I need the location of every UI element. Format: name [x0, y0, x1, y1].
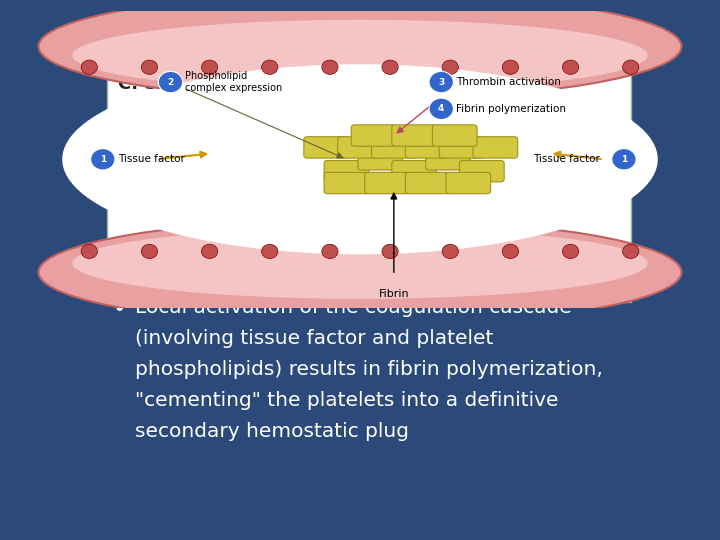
FancyBboxPatch shape [439, 137, 484, 158]
Circle shape [562, 60, 579, 75]
Text: "cementing" the platelets into a definitive: "cementing" the platelets into a definit… [135, 391, 558, 410]
FancyBboxPatch shape [405, 137, 450, 158]
Text: secondary hemostatic plug: secondary hemostatic plug [135, 422, 409, 441]
Text: Thrombin activation: Thrombin activation [456, 77, 561, 87]
Ellipse shape [73, 228, 648, 299]
Ellipse shape [39, 219, 681, 326]
Text: Phospholipid
complex expression: Phospholipid complex expression [185, 71, 283, 93]
Circle shape [202, 244, 217, 259]
FancyBboxPatch shape [372, 137, 416, 158]
Ellipse shape [39, 0, 681, 100]
FancyBboxPatch shape [324, 160, 369, 182]
FancyBboxPatch shape [324, 172, 369, 194]
Circle shape [261, 60, 278, 75]
FancyBboxPatch shape [433, 125, 477, 146]
Circle shape [623, 60, 639, 75]
Circle shape [442, 244, 459, 259]
Circle shape [202, 60, 217, 75]
Circle shape [158, 71, 183, 93]
Text: Fibrin: Fibrin [379, 289, 409, 299]
Text: C. SECONDARY HEMOSTASIS: C. SECONDARY HEMOSTASIS [118, 75, 405, 93]
Ellipse shape [62, 64, 658, 254]
Circle shape [322, 60, 338, 75]
Circle shape [429, 71, 454, 93]
Text: Tissue factor: Tissue factor [117, 154, 184, 164]
Circle shape [442, 60, 459, 75]
Text: 1: 1 [99, 155, 106, 164]
Circle shape [382, 244, 398, 259]
Text: 2: 2 [167, 78, 174, 86]
Circle shape [141, 244, 158, 259]
Circle shape [429, 98, 454, 119]
Text: 3: 3 [438, 78, 444, 86]
Text: Tissue factor: Tissue factor [534, 154, 600, 164]
Circle shape [81, 244, 97, 259]
Text: Fibrin polymerization: Fibrin polymerization [456, 104, 566, 114]
Circle shape [261, 244, 278, 259]
Circle shape [623, 244, 639, 259]
Text: 1: 1 [621, 155, 627, 164]
Circle shape [382, 60, 398, 75]
Circle shape [503, 244, 518, 259]
Text: phospholipids) results in fibrin polymerization,: phospholipids) results in fibrin polymer… [135, 360, 603, 379]
FancyBboxPatch shape [338, 137, 382, 158]
FancyBboxPatch shape [365, 172, 410, 194]
Circle shape [503, 60, 518, 75]
Text: Local activation of the coagulation cascade: Local activation of the coagulation casc… [135, 298, 572, 316]
Text: 4: 4 [438, 104, 444, 113]
FancyBboxPatch shape [459, 160, 504, 182]
FancyBboxPatch shape [392, 160, 436, 182]
FancyBboxPatch shape [107, 73, 631, 302]
Circle shape [612, 148, 636, 170]
Circle shape [322, 244, 338, 259]
FancyBboxPatch shape [304, 137, 348, 158]
Circle shape [81, 60, 97, 75]
Circle shape [562, 244, 579, 259]
FancyBboxPatch shape [426, 148, 470, 170]
FancyBboxPatch shape [405, 172, 450, 194]
FancyBboxPatch shape [473, 137, 518, 158]
FancyBboxPatch shape [446, 172, 490, 194]
Circle shape [91, 148, 115, 170]
FancyBboxPatch shape [358, 148, 402, 170]
FancyBboxPatch shape [392, 125, 436, 146]
Text: (involving tissue factor and platelet: (involving tissue factor and platelet [135, 329, 493, 348]
FancyBboxPatch shape [351, 125, 396, 146]
Text: •: • [112, 298, 126, 321]
Circle shape [141, 60, 158, 75]
Ellipse shape [73, 19, 648, 91]
